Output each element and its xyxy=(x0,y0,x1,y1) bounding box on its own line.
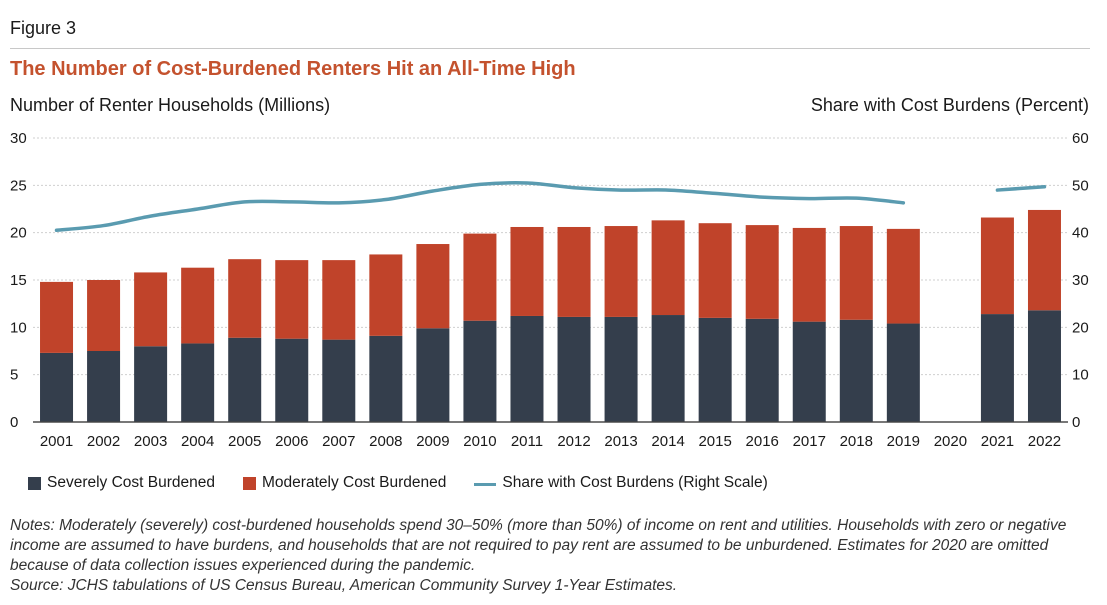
share-line xyxy=(54,181,906,233)
left-axis-tick-label: 15 xyxy=(10,272,27,289)
x-axis-tick-label: 2015 xyxy=(698,433,731,450)
bar-severe xyxy=(557,316,591,422)
x-axis-tick-label: 2004 xyxy=(181,433,214,450)
bar-moderate xyxy=(87,280,121,351)
x-axis-tick-label: 2022 xyxy=(1028,433,1061,450)
x-axis-tick-label: 2010 xyxy=(463,433,496,450)
header-divider xyxy=(10,48,1090,49)
x-axis-tick-label: 2002 xyxy=(87,433,120,450)
right-axis-tick-label: 60 xyxy=(1072,130,1089,147)
legend-label-moderate: Moderately Cost Burdened xyxy=(262,474,447,491)
bar-severe xyxy=(886,323,920,422)
right-axis-tick-label: 10 xyxy=(1072,367,1089,384)
bar-moderate xyxy=(510,226,544,316)
bar-severe xyxy=(228,337,262,422)
right-axis-title: Share with Cost Burdens (Percent) xyxy=(810,95,1089,115)
bar-severe xyxy=(369,335,403,422)
x-axis-tick-label: 2016 xyxy=(746,433,779,450)
bar-severe xyxy=(651,315,685,422)
bar-severe xyxy=(604,316,638,422)
bar-moderate xyxy=(228,259,262,338)
bar-moderate xyxy=(1027,209,1061,311)
x-axis-tick-label: 2017 xyxy=(793,433,826,450)
left-axis-title: Number of Renter Households (Millions) xyxy=(10,95,331,115)
x-axis-tick-label: 2003 xyxy=(134,433,167,450)
bar-moderate xyxy=(651,220,685,316)
left-axis-tick-label: 20 xyxy=(10,225,27,242)
legend-item-severe: Severely Cost Burdened xyxy=(28,474,215,492)
bar-moderate xyxy=(698,223,732,318)
left-axis-tick-label: 0 xyxy=(10,414,18,431)
source-text: Source: JCHS tabulations of US Census Bu… xyxy=(10,577,678,594)
chart-legend: Severely Cost Burdened Moderately Cost B… xyxy=(28,470,796,496)
right-axis-tick-label: 20 xyxy=(1072,319,1089,336)
x-axis-tick-label: 2013 xyxy=(604,433,637,450)
bar-severe xyxy=(322,339,356,422)
figure-label: Figure 3 xyxy=(10,18,77,38)
right-axis-tick-label: 0 xyxy=(1072,414,1080,431)
bar-moderate xyxy=(745,225,779,319)
x-axis-tick-label: 2007 xyxy=(322,433,355,450)
x-axis-tick-label: 2001 xyxy=(40,433,73,450)
bar-moderate xyxy=(980,217,1014,315)
x-axis-tick-label: 2009 xyxy=(416,433,449,450)
bar-severe xyxy=(980,314,1014,422)
bar-severe xyxy=(698,317,732,422)
right-axis-tick-label: 40 xyxy=(1072,225,1089,242)
legend-swatch-moderate xyxy=(243,476,257,490)
chart-title: The Number of Cost-Burdened Renters Hit … xyxy=(10,58,576,80)
legend-item-share: Share with Cost Burdens (Right Scale) xyxy=(474,474,768,492)
x-axis-tick-label: 2005 xyxy=(228,433,261,450)
bar-severe xyxy=(87,351,121,422)
legend-item-moderate: Moderately Cost Burdened xyxy=(243,474,446,492)
bar-severe xyxy=(792,321,826,422)
bar-moderate xyxy=(839,226,873,320)
bar-moderate xyxy=(134,272,168,347)
share-line xyxy=(995,185,1047,192)
bar-moderate xyxy=(604,226,638,317)
x-axis-tick-label: 2019 xyxy=(887,433,920,450)
bar-moderate xyxy=(557,226,591,317)
x-axis-tick-label: 2021 xyxy=(981,433,1014,450)
bar-severe xyxy=(275,338,309,422)
bar-moderate xyxy=(886,228,920,324)
bar-moderate xyxy=(181,267,215,344)
x-axis-tick-label: 2008 xyxy=(369,433,402,450)
bar-severe xyxy=(134,346,168,422)
bar-severe xyxy=(181,343,215,422)
x-axis-tick-label: 2011 xyxy=(511,433,543,450)
bar-severe xyxy=(510,315,544,422)
bar-severe xyxy=(463,320,497,422)
right-axis-tick-label: 30 xyxy=(1072,272,1089,289)
bar-severe xyxy=(40,352,74,422)
left-axis-tick-label: 10 xyxy=(10,319,27,336)
legend-swatch-severe xyxy=(28,476,41,490)
bar-moderate xyxy=(275,260,309,339)
x-axis-tick-label: 2020 xyxy=(934,433,967,450)
bar-severe xyxy=(416,328,450,422)
x-axis-tick-label: 2012 xyxy=(557,433,590,450)
bar-severe xyxy=(1027,310,1061,422)
notes-text: Notes: Moderately (severely) cost-burden… xyxy=(10,517,1067,574)
bar-moderate xyxy=(792,227,826,322)
left-axis-tick-label: 30 xyxy=(10,130,27,147)
legend-swatch-share xyxy=(474,482,497,486)
bar-moderate xyxy=(40,281,74,353)
x-axis-tick-label: 2014 xyxy=(651,433,684,450)
chart-notes: Notes: Moderately (severely) cost-burden… xyxy=(10,516,1070,596)
left-axis-tick-label: 25 xyxy=(10,177,27,194)
bar-moderate xyxy=(322,260,356,340)
x-axis-tick-label: 2006 xyxy=(275,433,308,450)
bar-severe xyxy=(839,319,873,422)
bar-severe xyxy=(745,318,779,422)
stacked-bar-line-chart: 0 5 10 15 20 25 30 0 10 20 30 40 50 60 2001 2002 2003 200… xyxy=(10,130,1089,450)
right-axis-tick-label: 50 xyxy=(1072,177,1089,194)
bar-moderate xyxy=(369,254,403,336)
legend-label-severe: Severely Cost Burdened xyxy=(47,474,216,491)
left-axis-tick-label: 5 xyxy=(10,367,18,384)
bar-moderate xyxy=(416,244,450,329)
legend-label-share: Share with Cost Burdens (Right Scale) xyxy=(502,474,768,491)
bar-moderate xyxy=(463,233,497,321)
x-axis-tick-label: 2018 xyxy=(840,433,873,450)
